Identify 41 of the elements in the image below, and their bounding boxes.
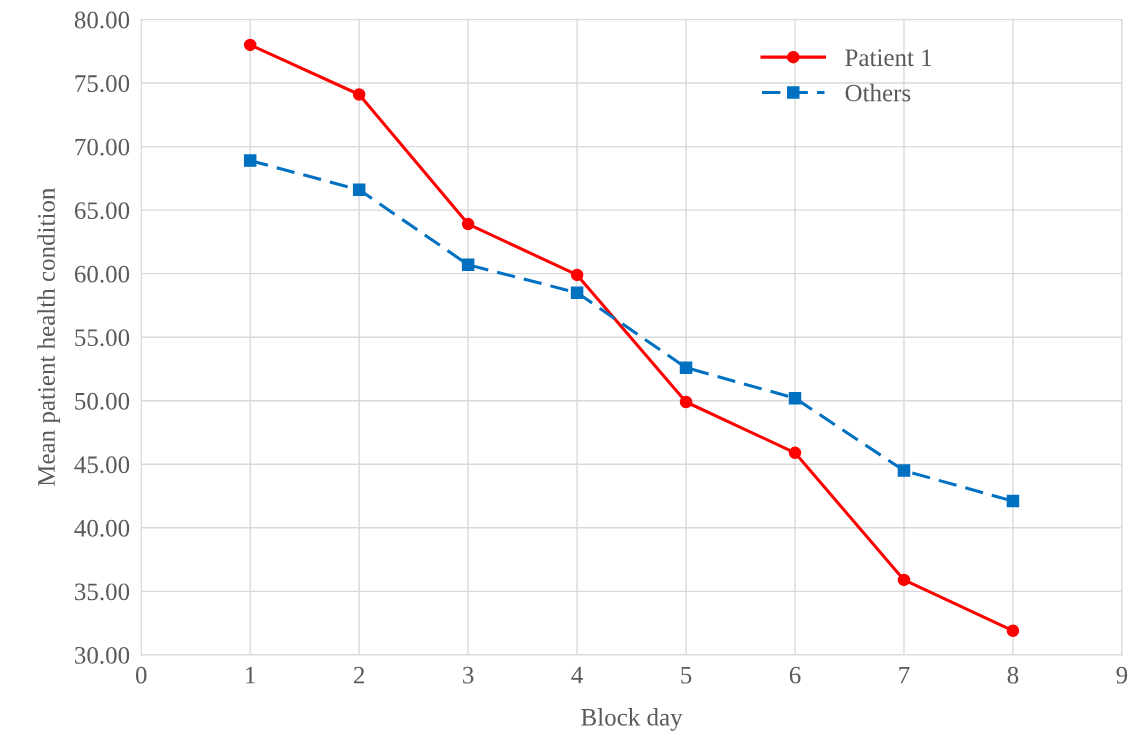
- point: [352, 88, 366, 101]
- y-tick-label: 40.00: [74, 519, 130, 537]
- point: [788, 391, 802, 405]
- x-tick-label: 1: [246, 666, 255, 684]
- point: [679, 361, 693, 374]
- point: [243, 38, 257, 52]
- y-axis-title: Mean patient health condition: [37, 187, 60, 487]
- y-tick-label: 60.00: [74, 265, 130, 283]
- point: [352, 183, 366, 197]
- x-tick-label: 7: [899, 666, 910, 684]
- x-tick-label: 5: [681, 666, 692, 684]
- x-tick-label: 4: [571, 666, 583, 684]
- x-tick-label: 9: [1116, 666, 1128, 684]
- x-tick-label: 0: [135, 666, 147, 684]
- y-tick-label: 35.00: [75, 583, 130, 601]
- point: [461, 258, 475, 272]
- point: [897, 464, 911, 477]
- x-tick-label: 2: [354, 666, 365, 684]
- y-tick-label: 45.00: [74, 456, 130, 474]
- x-tick-label: 8: [1007, 666, 1019, 684]
- y-tick-label: 50.00: [75, 392, 130, 410]
- point: [897, 573, 911, 587]
- point: [243, 154, 257, 167]
- y-tick-label: 75.00: [75, 75, 130, 93]
- legend-label: Others: [845, 83, 911, 102]
- point: [679, 395, 693, 409]
- point: [1006, 624, 1020, 637]
- x-tick-label: 3: [463, 666, 474, 684]
- y-tick-label: 80.00: [74, 11, 130, 29]
- point: [788, 446, 802, 460]
- y-tick-label: 30.00: [75, 646, 130, 664]
- point: [1006, 494, 1020, 508]
- y-tick-label: 70.00: [75, 138, 130, 156]
- x-axis-title: Block day: [581, 708, 683, 731]
- point: [461, 217, 475, 231]
- legend-label: Patient 1: [845, 49, 932, 67]
- point: [570, 268, 584, 282]
- y-tick-label: 55.00: [75, 329, 130, 347]
- point: [570, 286, 584, 299]
- y-tick-label: 65.00: [74, 202, 130, 220]
- x-tick-label: 6: [789, 666, 801, 684]
